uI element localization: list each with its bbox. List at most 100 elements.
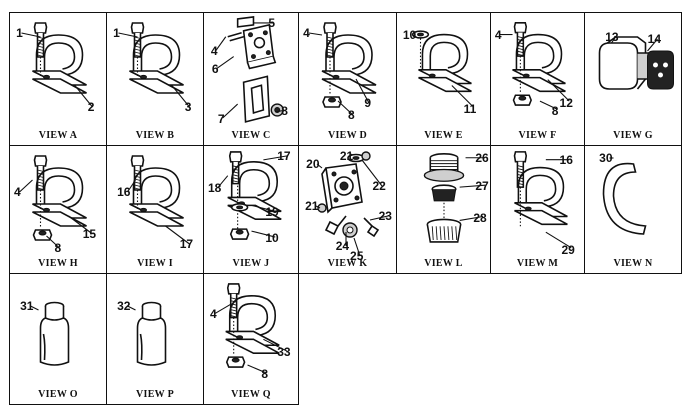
parts xyxy=(225,283,280,368)
leader-line xyxy=(171,84,190,108)
leader-line xyxy=(215,36,227,51)
callout-22: 22 xyxy=(372,179,386,193)
parts xyxy=(512,22,566,106)
callout-15: 15 xyxy=(82,227,97,241)
hex-nut xyxy=(229,228,250,240)
leader-line xyxy=(46,235,60,249)
view-n-cell: 30 VIEW N xyxy=(584,145,682,274)
view-caption: VIEW H xyxy=(38,258,78,269)
view-caption: VIEW F xyxy=(518,130,557,141)
leader-line xyxy=(275,109,287,113)
leader-line xyxy=(539,100,557,110)
leader-line xyxy=(611,36,616,44)
callout-19: 19 xyxy=(265,205,279,219)
view-caption: VIEW O xyxy=(38,389,78,400)
view-e-drawing xyxy=(411,30,474,108)
leader-line xyxy=(315,205,321,209)
view-c-drawing xyxy=(215,16,287,123)
fitting-middle xyxy=(431,184,457,202)
leader-line xyxy=(369,215,389,221)
callout-16: 16 xyxy=(559,153,573,167)
callout-8: 8 xyxy=(54,241,62,255)
cap-plug xyxy=(136,301,167,366)
leader-line xyxy=(547,79,570,102)
callout-7: 7 xyxy=(217,112,225,126)
leader-line xyxy=(118,32,138,38)
fitting-lower xyxy=(426,218,462,243)
view-l-drawing xyxy=(423,153,486,243)
bolt xyxy=(324,220,340,236)
view-caption: VIEW N xyxy=(613,258,653,269)
view-d-cell: 4 9 8 VIEW D xyxy=(298,12,397,146)
view-q-drawing xyxy=(214,283,288,374)
leader-line xyxy=(263,338,288,352)
loop-clamp xyxy=(129,34,184,94)
callout-9: 9 xyxy=(364,96,372,110)
callout-28: 28 xyxy=(473,211,487,225)
callout-4: 4 xyxy=(303,26,310,40)
callout-10: 10 xyxy=(265,231,279,245)
callout-29: 29 xyxy=(561,243,575,257)
callout-25: 25 xyxy=(350,249,364,263)
view-g-drawing xyxy=(598,36,674,90)
leader-line xyxy=(251,204,276,212)
callout-4: 4 xyxy=(494,28,502,42)
view-caption: VIEW A xyxy=(38,130,78,141)
loop-clamp xyxy=(32,167,87,227)
leader-line xyxy=(19,179,33,193)
view-m-drawing xyxy=(513,151,572,249)
c-clip xyxy=(602,162,647,235)
view-g-cell: 13 14 VIEW G xyxy=(584,12,682,146)
callout-11: 11 xyxy=(463,102,477,116)
leader-line xyxy=(459,184,486,188)
view-i-cell: 16 17 VIEW I xyxy=(106,145,204,274)
leader-line xyxy=(647,38,658,52)
loop-clamp xyxy=(321,34,377,94)
parts xyxy=(598,36,674,90)
parts xyxy=(513,151,568,227)
leader-line xyxy=(263,155,288,161)
leader-line xyxy=(68,215,93,235)
callout-31: 31 xyxy=(20,299,34,313)
view-caption: VIEW C xyxy=(231,130,271,141)
callout-21: 21 xyxy=(305,199,319,213)
leader-line xyxy=(361,159,383,187)
parts xyxy=(317,151,380,238)
parts xyxy=(321,22,377,108)
loop-clamp xyxy=(512,33,566,93)
callout-16: 16 xyxy=(117,185,131,199)
callout-18: 18 xyxy=(207,181,222,195)
view-caption: VIEW I xyxy=(137,258,173,269)
loop-clamp xyxy=(514,166,568,226)
view-caption: VIEW D xyxy=(327,130,368,141)
washer xyxy=(347,153,365,163)
parts xyxy=(227,16,284,123)
view-p-drawing xyxy=(127,301,167,366)
callout-4: 4 xyxy=(14,185,21,199)
flange-block xyxy=(321,163,363,214)
leader-line xyxy=(459,215,484,221)
callout-4: 4 xyxy=(209,307,217,321)
parts xyxy=(602,162,647,235)
leader-line xyxy=(214,303,232,315)
parts xyxy=(129,22,184,94)
mounting-bracket xyxy=(227,16,277,70)
callout-10: 10 xyxy=(402,28,417,42)
leader-line xyxy=(127,305,136,311)
view-h-drawing xyxy=(19,155,93,249)
clamp-plate xyxy=(242,75,271,123)
view-i-drawing xyxy=(127,155,190,245)
view-n-drawing xyxy=(602,157,647,235)
cap-plug xyxy=(39,301,70,366)
loop-clamp xyxy=(418,33,472,93)
view-caption: VIEW E xyxy=(424,130,463,141)
view-o-drawing xyxy=(30,301,70,366)
view-q-cell: 4 33 8 VIEW Q xyxy=(203,273,299,405)
callout-30: 30 xyxy=(599,151,613,165)
leader-line xyxy=(412,34,419,39)
fitting-upper xyxy=(423,153,465,182)
leader-line xyxy=(127,179,136,193)
leader-line xyxy=(308,32,323,36)
view-e-cell: 10 11 VIEW E xyxy=(396,12,491,146)
screw xyxy=(361,151,371,161)
